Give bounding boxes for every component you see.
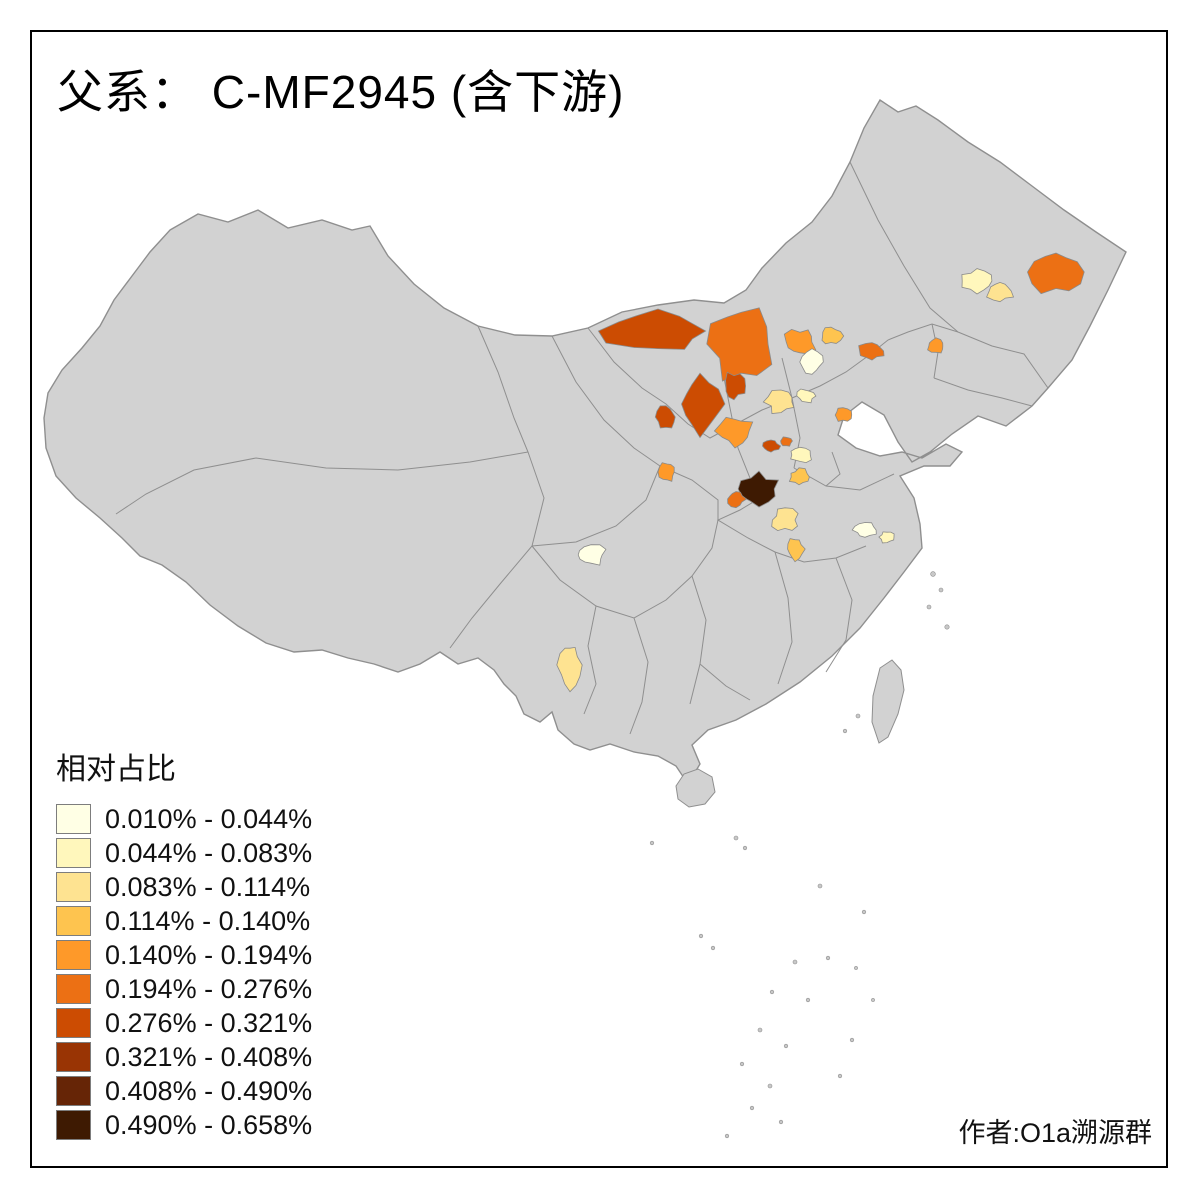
legend-swatch	[56, 1110, 91, 1140]
map-region	[762, 439, 782, 453]
map-region	[799, 348, 824, 375]
hainan-island	[675, 768, 716, 808]
legend-swatch	[56, 804, 91, 834]
author-credit: 作者:O1a溯源群	[958, 1118, 1152, 1148]
map-region	[834, 407, 853, 422]
map-region	[737, 470, 780, 508]
map-region	[556, 646, 583, 693]
legend-label: 0.083% - 0.114%	[105, 871, 311, 902]
map-region	[858, 342, 885, 361]
legend-swatch	[56, 906, 91, 936]
legend-label: 0.490% - 0.658%	[105, 1109, 313, 1140]
legend-swatch	[56, 940, 91, 970]
legend-label: 0.140% - 0.194%	[105, 939, 313, 970]
map-region	[727, 491, 748, 509]
legend-label: 0.010% - 0.044%	[105, 803, 313, 834]
legend-swatch	[56, 872, 91, 902]
map-region	[706, 307, 773, 382]
map-region	[657, 462, 675, 482]
map-region	[1027, 252, 1085, 295]
map-region	[577, 544, 607, 566]
legend-swatch	[56, 1042, 91, 1072]
map-region	[851, 522, 877, 538]
map-region	[762, 389, 795, 414]
legend-label: 0.044% - 0.083%	[105, 837, 313, 868]
map-region	[597, 308, 707, 350]
map-legend: 相对占比 0.010% - 0.044% 0.044% - 0.083% 0.083…	[56, 744, 312, 1142]
map-region	[725, 371, 747, 401]
islands	[649, 571, 950, 1139]
legend-row: 0.490% - 0.658%	[56, 1108, 312, 1142]
map-region	[790, 446, 812, 464]
map-region	[654, 405, 676, 429]
legend-swatch	[56, 974, 91, 1004]
page-title: 父系： C-MF2945 (含下游)	[57, 66, 625, 118]
legend-row: 0.010% - 0.044%	[56, 802, 312, 836]
legend-label: 0.276% - 0.321%	[105, 1007, 313, 1038]
map-region	[787, 538, 806, 563]
legend-swatch	[56, 1076, 91, 1106]
legend-row: 0.140% - 0.194%	[56, 938, 312, 972]
legend-swatch	[56, 838, 91, 868]
colored-regions	[556, 252, 1085, 693]
legend-row: 0.083% - 0.114%	[56, 870, 312, 904]
map-region	[878, 531, 895, 544]
legend-row: 0.114% - 0.140%	[56, 904, 312, 938]
legend-label: 0.114% - 0.140%	[105, 905, 311, 936]
country-outline	[43, 99, 1127, 786]
legend-rows: 0.010% - 0.044% 0.044% - 0.083% 0.083% - 0…	[56, 802, 312, 1142]
map-region	[986, 281, 1015, 303]
legend-label: 0.408% - 0.490%	[105, 1075, 313, 1106]
legend-label: 0.194% - 0.276%	[105, 973, 313, 1004]
legend-row: 0.276% - 0.321%	[56, 1006, 312, 1040]
legend-row: 0.408% - 0.490%	[56, 1074, 312, 1108]
small-islands	[649, 571, 950, 1139]
map-region	[821, 326, 845, 345]
legend-swatch	[56, 1008, 91, 1038]
legend-row: 0.321% - 0.408%	[56, 1040, 312, 1074]
legend-row: 0.194% - 0.276%	[56, 972, 312, 1006]
map-region	[961, 268, 993, 295]
legend-label: 0.321% - 0.408%	[105, 1041, 313, 1072]
map-region	[780, 436, 793, 447]
map-region	[788, 467, 810, 486]
map-region	[796, 388, 817, 404]
taiwan-island	[871, 659, 905, 744]
map-region	[713, 416, 754, 449]
map-region	[681, 372, 726, 439]
map-region	[927, 337, 944, 354]
legend-title: 相对占比	[56, 753, 176, 786]
map-region	[771, 507, 799, 532]
legend-row: 0.044% - 0.083%	[56, 836, 312, 870]
